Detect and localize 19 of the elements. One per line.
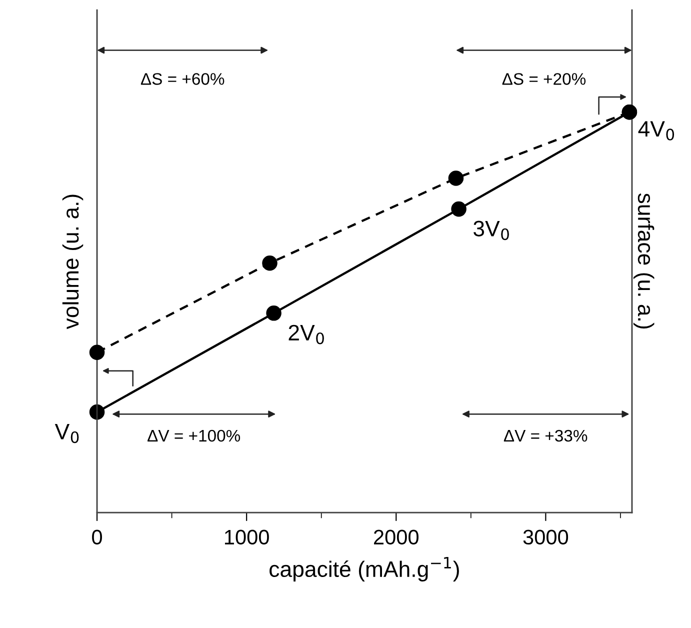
annotation: 2V$_{0}$ xyxy=(288,324,324,344)
x-tick-label: 3000 xyxy=(523,530,568,545)
point xyxy=(266,306,282,321)
text: ΔS = +60% xyxy=(140,73,224,85)
y2-axis-title: surface (u. a.) xyxy=(634,193,654,328)
x-axis-title: capacité (mAh.g$^{−1}$) xyxy=(270,556,459,582)
point xyxy=(622,104,638,120)
x-tick-label: 0 xyxy=(92,530,102,545)
text: ΔS = +20% xyxy=(502,73,586,85)
y-axis-title: volume (u. a.) xyxy=(62,194,84,330)
annotation: ΔV = +100% xyxy=(148,430,240,442)
point xyxy=(451,201,466,217)
annotation: V$_{0}$ xyxy=(54,424,79,444)
annotation: 3V$_{0}$ xyxy=(474,220,509,240)
x-tick-label: 1000 xyxy=(224,530,269,545)
annotation: ΔV = +33% xyxy=(504,430,588,442)
point xyxy=(89,404,105,420)
x-tick-label: 2000 xyxy=(374,530,418,545)
annotation: 4V$_{0}$ xyxy=(638,121,674,140)
